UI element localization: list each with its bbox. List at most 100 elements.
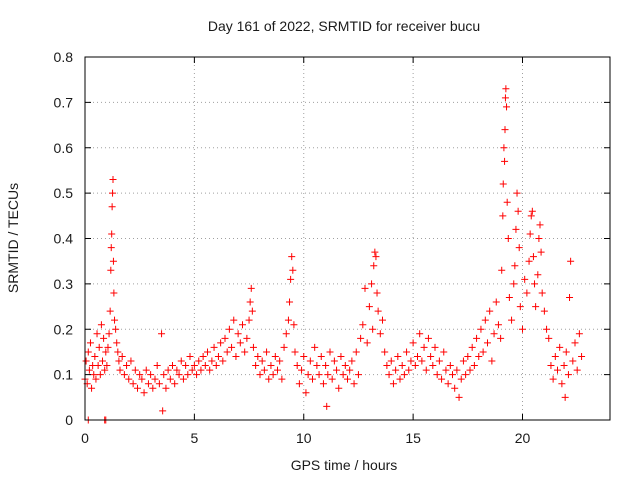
data-point (287, 275, 295, 283)
data-point (505, 293, 513, 301)
data-point (519, 325, 526, 333)
y-tick-label: 0.2 (54, 321, 74, 337)
data-point (368, 280, 376, 288)
data-point (514, 207, 522, 215)
data-point (195, 357, 203, 365)
data-point (442, 366, 450, 374)
data-point (278, 375, 286, 383)
data-point (95, 343, 103, 351)
data-point (111, 316, 119, 324)
data-point (453, 366, 461, 374)
data-point (103, 362, 111, 370)
data-point (370, 262, 378, 270)
data-point (129, 380, 137, 388)
data-point (531, 280, 539, 288)
data-point (498, 266, 506, 274)
tick-marks (84, 56, 610, 421)
data-point (372, 253, 380, 261)
x-tick-label: 20 (515, 430, 531, 446)
data-point (536, 221, 544, 229)
data-point (543, 325, 551, 333)
data-point (350, 380, 358, 388)
data-point (411, 362, 419, 370)
data-point (265, 375, 273, 383)
data-point (288, 253, 296, 261)
data-point (136, 371, 144, 379)
data-point (490, 330, 498, 338)
data-point (147, 371, 155, 379)
data-point (175, 371, 183, 379)
data-point (230, 316, 238, 324)
data-point (88, 384, 96, 392)
data-point (503, 103, 511, 111)
data-point (457, 375, 465, 383)
data-point (269, 371, 277, 379)
data-point (304, 371, 312, 379)
data-point (166, 375, 174, 383)
data-point (470, 362, 478, 370)
data-point (363, 339, 371, 347)
data-point (248, 307, 256, 315)
data-point (389, 380, 397, 388)
data-point (420, 343, 428, 351)
data-point (569, 357, 577, 365)
y-tick-label: 0.3 (54, 276, 74, 292)
data-point (190, 362, 198, 370)
data-point (127, 357, 135, 365)
data-point (477, 325, 485, 333)
y-tick-label: 0 (65, 412, 73, 428)
data-point (359, 321, 367, 329)
data-point (440, 348, 448, 356)
data-point (486, 307, 494, 315)
data-point (551, 352, 559, 360)
data-point (575, 330, 583, 338)
y-tick-label: 0.7 (54, 94, 74, 110)
data-point (256, 371, 264, 379)
data-point (315, 371, 323, 379)
data-point (394, 352, 402, 360)
data-point (193, 371, 201, 379)
data-point (400, 371, 408, 379)
data-point (416, 330, 424, 338)
data-point (427, 352, 435, 360)
x-tick-label: 15 (405, 430, 421, 446)
data-point (109, 189, 117, 197)
data-point (219, 357, 227, 365)
data-point (527, 212, 535, 220)
data-point (109, 176, 117, 184)
data-point (512, 225, 520, 233)
data-point (286, 298, 294, 306)
data-point (538, 289, 546, 297)
data-point (149, 384, 157, 392)
data-point (501, 94, 509, 102)
x-tick-label: 10 (296, 430, 312, 446)
data-point (114, 348, 122, 356)
data-point (335, 384, 343, 392)
y-axis-label: SRMTID / TECUs (5, 183, 21, 293)
data-point (371, 248, 379, 256)
x-tick-label: 5 (190, 430, 198, 446)
data-point (558, 380, 566, 388)
data-point (323, 402, 331, 410)
data-point (82, 357, 90, 365)
data-point (280, 343, 288, 351)
data-point (171, 380, 179, 388)
data-point (204, 348, 211, 356)
data-point (515, 244, 523, 252)
data-point (298, 366, 306, 374)
data-point (311, 343, 319, 351)
data-point (545, 334, 553, 342)
data-point (245, 316, 253, 324)
data-point (151, 375, 159, 383)
data-point (449, 371, 456, 379)
data-point (214, 352, 222, 360)
data-point (199, 352, 207, 360)
data-point (271, 352, 279, 360)
data-point (206, 366, 214, 374)
data-point (113, 339, 121, 347)
data-point (144, 380, 152, 388)
data-point (571, 339, 579, 347)
data-point (431, 343, 439, 351)
data-point (109, 257, 117, 265)
data-point (106, 307, 114, 315)
